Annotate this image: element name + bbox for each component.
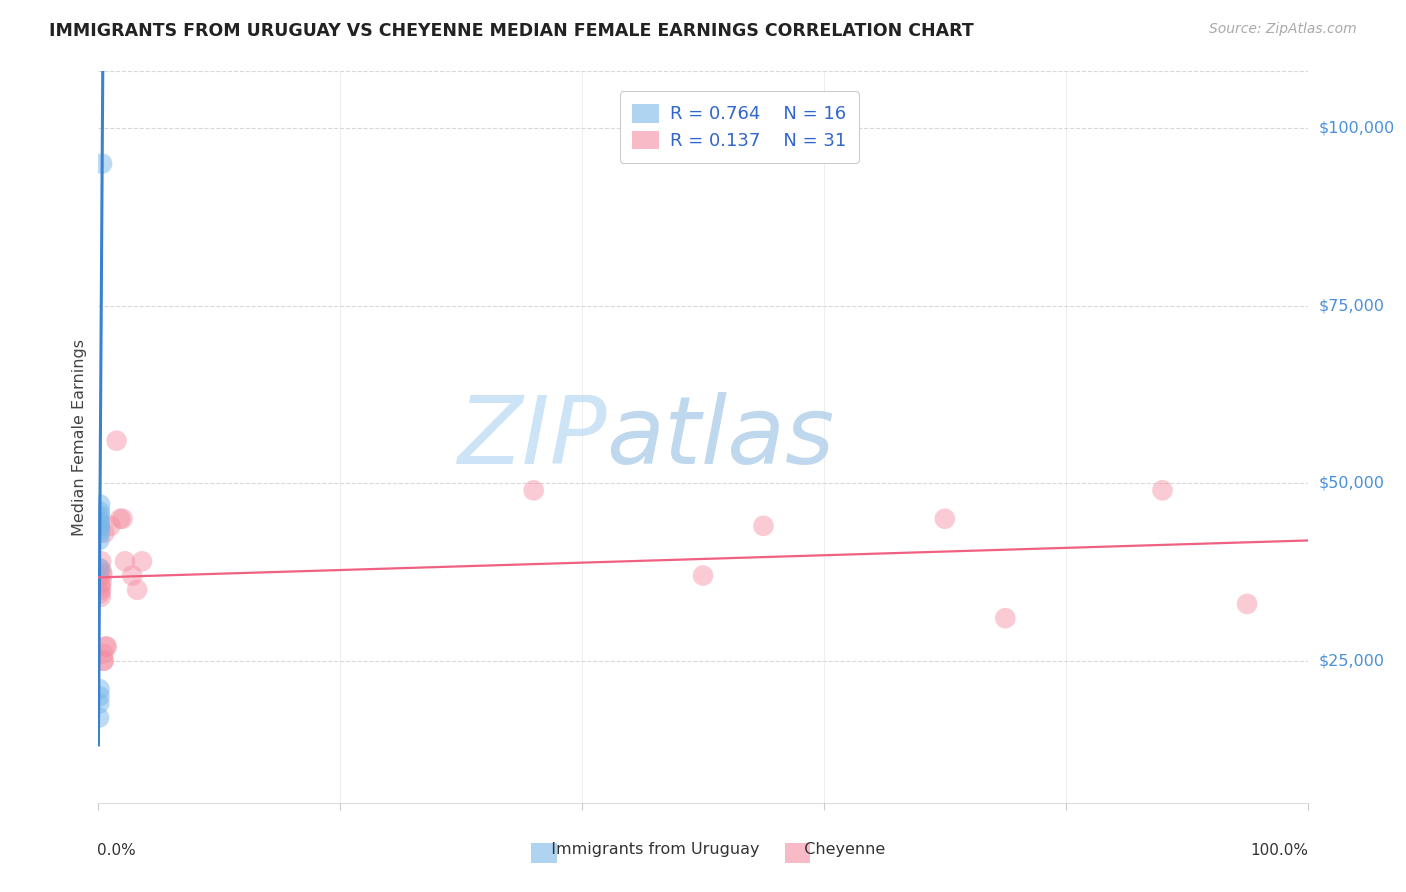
Y-axis label: Median Female Earnings: Median Female Earnings: [72, 339, 87, 535]
Point: [127, 582, 149, 597]
Point: [89, 586, 111, 600]
Point: [96, 640, 118, 654]
Text: $75,000: $75,000: [1319, 298, 1385, 313]
Point: [90, 582, 112, 597]
Point: [89, 579, 111, 593]
Point: [90, 590, 112, 604]
Point: [934, 512, 956, 526]
Point: [89, 516, 111, 530]
Point: [1236, 597, 1258, 611]
Text: $100,000: $100,000: [1319, 120, 1395, 136]
Point: [89, 561, 111, 575]
Text: Cheyenne: Cheyenne: [794, 842, 886, 856]
Point: [105, 434, 128, 448]
Point: [89, 697, 111, 711]
Point: [89, 522, 111, 536]
Point: [89, 508, 111, 523]
Point: [89, 690, 111, 704]
Point: [91, 647, 114, 661]
Text: ZIP: ZIP: [457, 392, 606, 483]
Point: [89, 505, 111, 519]
Point: [91, 568, 114, 582]
Text: Source: ZipAtlas.com: Source: ZipAtlas.com: [1209, 22, 1357, 37]
Point: [523, 483, 546, 498]
Point: [692, 568, 714, 582]
Text: 100.0%: 100.0%: [1251, 843, 1309, 858]
Point: [131, 554, 153, 568]
Point: [114, 554, 136, 568]
Text: IMMIGRANTS FROM URUGUAY VS CHEYENNE MEDIAN FEMALE EARNINGS CORRELATION CHART: IMMIGRANTS FROM URUGUAY VS CHEYENNE MEDI…: [49, 22, 974, 40]
Point: [108, 512, 131, 526]
Text: $50,000: $50,000: [1319, 475, 1385, 491]
Point: [91, 156, 114, 170]
Text: Immigrants from Uruguay: Immigrants from Uruguay: [541, 842, 759, 856]
Point: [89, 498, 111, 512]
Point: [111, 512, 134, 526]
Text: 0.0%: 0.0%: [97, 843, 136, 858]
Point: [121, 568, 143, 582]
Point: [1152, 483, 1174, 498]
Point: [994, 611, 1017, 625]
Point: [89, 568, 111, 582]
Point: [100, 519, 122, 533]
Point: [89, 533, 111, 547]
Point: [89, 512, 111, 526]
Text: $25,000: $25,000: [1319, 653, 1385, 668]
Legend: R = 0.764    N = 16, R = 0.137    N = 31: R = 0.764 N = 16, R = 0.137 N = 31: [620, 91, 859, 162]
Point: [89, 525, 111, 540]
Point: [87, 710, 110, 724]
Point: [94, 640, 117, 654]
Point: [89, 519, 111, 533]
Point: [91, 565, 114, 579]
Point: [90, 554, 112, 568]
Point: [752, 519, 775, 533]
Point: [93, 654, 115, 668]
Point: [90, 575, 112, 590]
Point: [89, 561, 111, 575]
Point: [91, 654, 114, 668]
Point: [89, 519, 111, 533]
Point: [93, 525, 115, 540]
Point: [89, 682, 111, 697]
Text: atlas: atlas: [606, 392, 835, 483]
